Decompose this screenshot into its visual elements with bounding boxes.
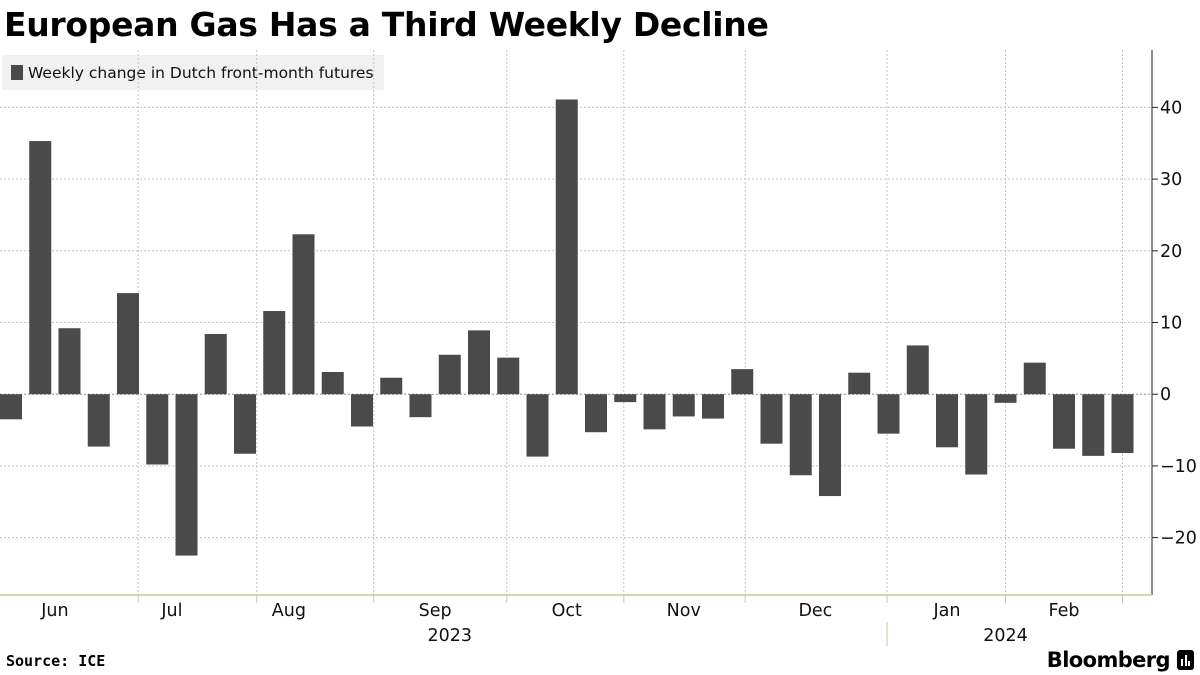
y-tick-label: −20 (1160, 529, 1197, 549)
chart-title: European Gas Has a Third Weekly Decline (4, 5, 769, 44)
bar (1053, 394, 1075, 449)
x-tick-label: Jan (933, 601, 961, 621)
bar (614, 394, 637, 403)
bar (29, 141, 52, 395)
bar (204, 333, 227, 395)
y-tick-label: 30 (1160, 170, 1182, 190)
bar (292, 234, 315, 395)
bar (380, 377, 403, 395)
bar (672, 394, 695, 417)
bar (965, 394, 988, 475)
legend: Weekly change in Dutch front-month futur… (2, 55, 384, 90)
bars (0, 99, 1134, 556)
bar (585, 394, 607, 433)
bar (1111, 394, 1134, 454)
x-tick-label: Sep (419, 601, 452, 621)
x-tick-label: Feb (1049, 601, 1080, 621)
bloomberg-bars-icon (1177, 650, 1194, 670)
bar (731, 369, 754, 395)
bar (468, 330, 490, 395)
bar (789, 394, 812, 476)
x-tick-label: Nov (667, 601, 701, 621)
bar (0, 394, 22, 420)
bar (175, 394, 198, 556)
bar (526, 394, 549, 457)
bar (555, 99, 578, 395)
x-tick-label: Jun (40, 601, 68, 621)
bar (936, 394, 958, 448)
bar (321, 371, 344, 395)
bar (702, 394, 724, 419)
bar (994, 394, 1017, 403)
bar (906, 345, 929, 395)
bar (351, 394, 373, 427)
source-note: Source: ICE (6, 652, 106, 670)
x-tick-label: Dec (798, 601, 832, 621)
x-tick-label: Oct (552, 601, 582, 621)
y-tick-label: 40 (1160, 98, 1182, 118)
bar (760, 394, 783, 444)
bar (409, 394, 432, 418)
bar (819, 394, 841, 497)
bar (1023, 362, 1046, 395)
axes: −20 −10 0 10 20 30 40 Jun Jul Aug Sep Oct Nov Dec Jan F… (0, 50, 1197, 646)
bar (497, 357, 520, 395)
year-label: 2024 (983, 626, 1028, 646)
bar (438, 354, 461, 395)
legend-swatch (11, 65, 23, 80)
bar (117, 293, 139, 395)
x-tick-label: Aug (272, 601, 306, 621)
bar (87, 394, 110, 447)
brand-wordmark: Bloomberg (1046, 648, 1171, 672)
bar (1082, 394, 1105, 456)
bar (848, 372, 871, 395)
y-tick-label: −10 (1160, 457, 1197, 477)
bar (58, 328, 81, 395)
y-tick-label: 10 (1160, 314, 1182, 334)
y-tick-label: 20 (1160, 242, 1182, 262)
x-tick-label: Jul (160, 601, 182, 621)
bar (263, 311, 286, 395)
y-tick-label: 0 (1160, 385, 1171, 405)
bar (146, 394, 169, 465)
year-label: 2023 (427, 626, 472, 646)
bloomberg-logo: Bloomberg (1047, 647, 1194, 673)
bar (643, 394, 666, 430)
bar (877, 394, 900, 434)
legend-label: Weekly change in Dutch front-month futur… (28, 63, 374, 82)
bar (234, 394, 256, 454)
